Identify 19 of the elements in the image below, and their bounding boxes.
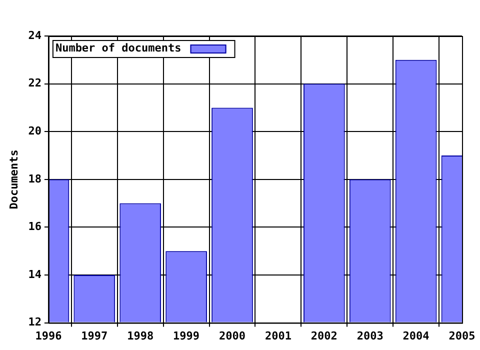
legend-label: Number of documents [55,41,182,54]
y-tick-label: 18 [28,172,42,186]
x-tick-label: 2005 [448,329,476,342]
x-tick-label: 2000 [218,329,246,342]
x-tick-label: 1997 [81,329,108,342]
y-tick-label: 16 [28,220,42,234]
y-tick-label: 12 [28,316,42,329]
x-tick-label: 1999 [173,329,200,342]
x-tick-label: 2004 [402,329,430,342]
y-tick-label: 14 [28,268,42,281]
x-tick-label: 2002 [310,329,338,342]
y-tick-label: 20 [28,124,42,138]
y-tick-label: 24 [28,28,42,42]
x-tick-label: 1998 [127,329,154,342]
y-tick-label: 22 [28,76,42,90]
x-tick-label: 2001 [264,329,292,342]
x-tick-label: 1996 [35,329,62,342]
x-tick-label: 2003 [356,329,384,342]
y-axis-title: Documents [7,150,20,210]
